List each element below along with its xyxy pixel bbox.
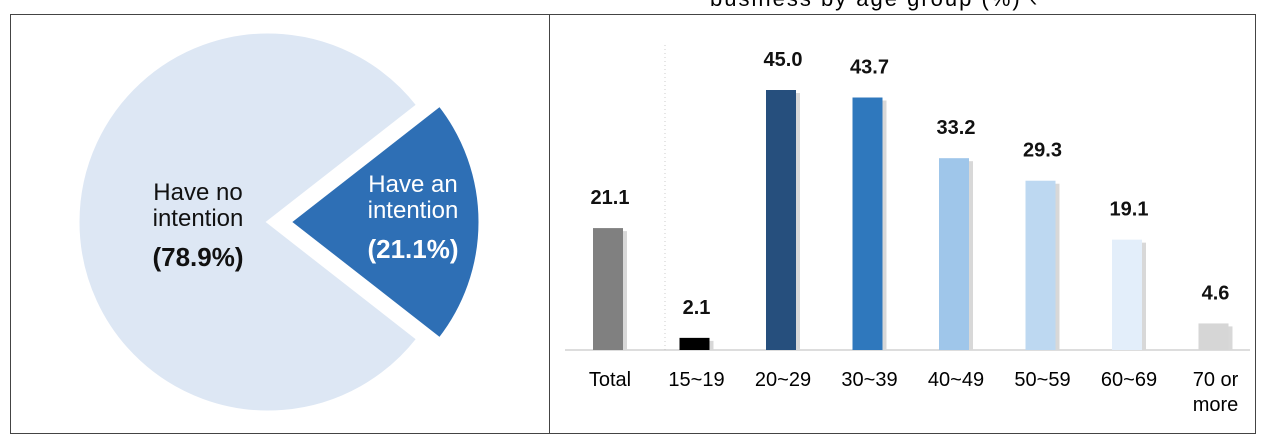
pie-label-1-line-0: Have an xyxy=(368,171,457,198)
bar-category-label-7-line-1: more xyxy=(1193,394,1239,416)
bar-category-label-7: 70 or xyxy=(1193,369,1239,391)
bar-value-label-0: 21.1 xyxy=(591,187,630,209)
pie-label-0-line-1: intention xyxy=(153,205,244,232)
bar-3 xyxy=(852,97,883,350)
pie-label-1-line-1: intention xyxy=(368,197,459,224)
bar-value-label-4: 33.2 xyxy=(937,117,976,139)
panel-divider xyxy=(549,14,550,434)
bar-category-label-4: 40~49 xyxy=(928,369,984,391)
bar-category-label-3: 30~39 xyxy=(841,369,897,391)
bar-5 xyxy=(1025,180,1056,350)
bar-1 xyxy=(679,337,710,350)
pie-value-0: (78.9%) xyxy=(152,242,243,272)
bar-7 xyxy=(1198,323,1229,350)
bar-0 xyxy=(593,228,623,350)
bar-category-label-0: Total xyxy=(589,369,631,391)
bar-value-label-2: 45.0 xyxy=(764,49,803,71)
bar-category-label-2: 20~29 xyxy=(755,369,811,391)
bar-value-label-1: 2.1 xyxy=(683,297,711,319)
pie-slice-no-intention xyxy=(76,30,420,414)
bar-chart: 21.1 Total 2.1 15~19 45.0 20~29 43.7 30~39 33.2 4… xyxy=(589,49,1239,416)
bar-category-label-6: 60~69 xyxy=(1101,369,1157,391)
bar-value-label-5: 29.3 xyxy=(1023,140,1062,162)
bar-2 xyxy=(766,90,796,350)
bar-category-label-5: 50~59 xyxy=(1014,369,1070,391)
pie-label-0-line-0: Have no xyxy=(153,179,242,206)
bar-value-label-6: 19.1 xyxy=(1110,199,1149,221)
chart-caption: business by age group (%) ‹ xyxy=(710,0,1039,12)
bar-4 xyxy=(939,158,969,350)
bar-category-label-1: 15~19 xyxy=(668,369,724,391)
bar-6 xyxy=(1112,239,1142,350)
pie-value-1: (21.1%) xyxy=(367,234,458,264)
bar-value-label-7: 4.6 xyxy=(1202,282,1230,304)
pie-slice-intention xyxy=(287,102,482,342)
bar-value-label-3: 43.7 xyxy=(850,57,889,79)
